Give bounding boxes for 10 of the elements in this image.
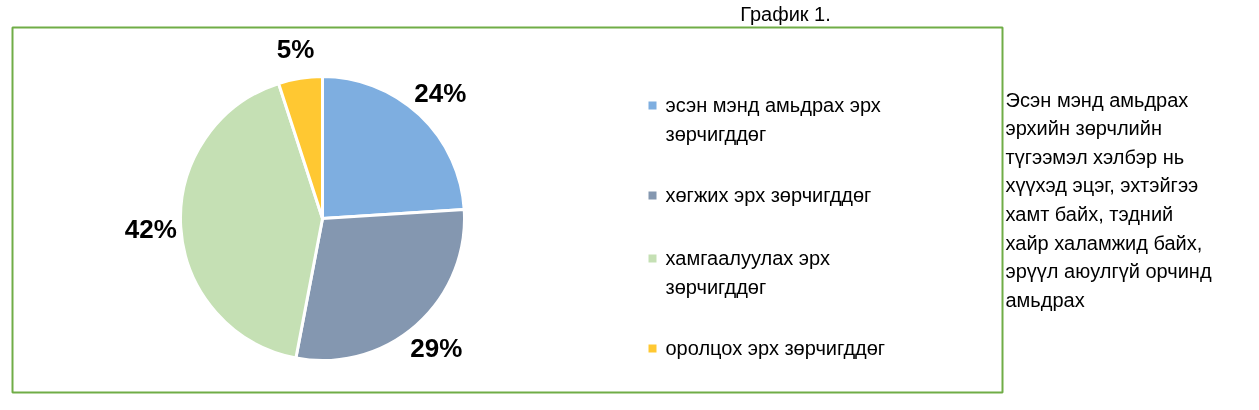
text: Эсэн мэнд амьдрах эрхийн зөрчлийн түгээмэл хэлбэр нь хүүхэд эцэг, эхтэйгээ хамт байх, тэдний хайр халамжид байх, эрүүл аюулгүй орчинд амьдрах: [1005, 88, 1212, 311]
data-label: 5%: [276, 33, 315, 64]
legend-label: хөгжих эрх зөрчигддөг: [665, 183, 872, 206]
legend-label: эсэн мэнд амьдрах эрх зөрчигддөг: [665, 93, 881, 146]
chart-title: График 1.: [740, 2, 831, 25]
legend-label: оролцох эрх зөрчигддөг: [665, 336, 886, 359]
legend-label: хамгаалуулах эрх зөрчигддөг: [665, 246, 830, 299]
data-label: 24%: [414, 78, 467, 109]
data-label: 42%: [124, 214, 177, 245]
data-label: 29%: [410, 332, 463, 363]
